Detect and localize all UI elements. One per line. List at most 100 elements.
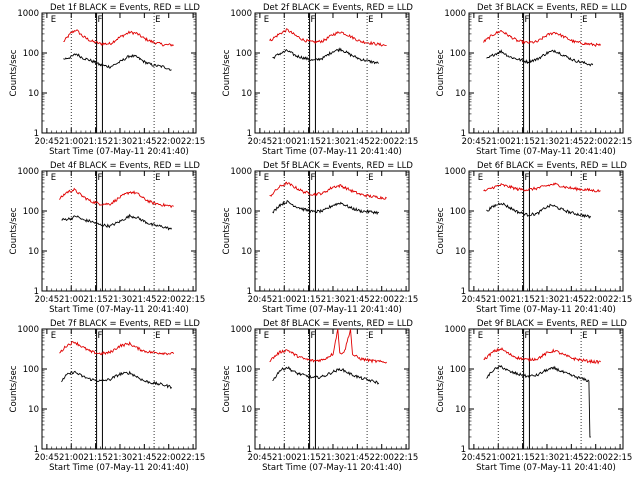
x-tick-label: 22:00 bbox=[156, 137, 181, 147]
y-tick-label: 1 bbox=[461, 287, 466, 297]
events-series-line bbox=[486, 365, 591, 438]
y-tick-label: 1 bbox=[247, 129, 252, 139]
panel-title: Det 6f BLACK = Events, RED = LLD bbox=[477, 161, 627, 171]
y-tick-label: 1 bbox=[247, 445, 252, 455]
marker-label-e: E bbox=[478, 331, 483, 341]
x-tick-label: 20:45 bbox=[35, 137, 60, 147]
panel-title: Det 4f BLACK = Events, RED = LLD bbox=[50, 161, 200, 171]
x-tick-label: 21:30 bbox=[321, 295, 346, 305]
x-axis-label: Start Time (07-May-11 20:41:40) bbox=[476, 305, 616, 315]
x-tick-label: 21:15 bbox=[83, 453, 108, 463]
y-tick-label: 10 bbox=[241, 89, 252, 99]
lld-series-line bbox=[59, 341, 174, 356]
x-tick-label: 21:45 bbox=[559, 295, 584, 305]
y-tick-label: 1000 bbox=[17, 9, 39, 19]
x-tick-label: 22:00 bbox=[583, 137, 608, 147]
x-tick-label: 20:45 bbox=[462, 137, 487, 147]
marker-label-e: E bbox=[478, 173, 483, 183]
x-tick-label: 22:00 bbox=[369, 295, 394, 305]
x-tick-label: 21:45 bbox=[345, 453, 370, 463]
events-series-line bbox=[272, 199, 380, 216]
plot-frame bbox=[468, 328, 624, 450]
x-tick-label: 22:15 bbox=[608, 295, 633, 305]
x-tick-label: 22:00 bbox=[156, 295, 181, 305]
marker-label-e: E bbox=[582, 331, 587, 341]
x-tick-label: 21:30 bbox=[108, 295, 133, 305]
y-tick-label: 1 bbox=[247, 287, 252, 297]
x-tick-label: 21:45 bbox=[345, 295, 370, 305]
events-series-line bbox=[272, 47, 380, 65]
x-tick-label: 21:15 bbox=[296, 453, 321, 463]
events-series-line bbox=[486, 49, 594, 67]
x-tick-label: 20:45 bbox=[248, 137, 273, 147]
x-axis-label: Start Time (07-May-11 20:41:40) bbox=[49, 463, 189, 473]
detector-panel-2: Det 2f BLACK = Events, RED = LLD 1 10 100 10… bbox=[222, 3, 418, 157]
x-tick-label: 22:15 bbox=[181, 137, 206, 147]
x-tick-label: 21:00 bbox=[486, 137, 511, 147]
x-tick-label: 22:15 bbox=[608, 137, 633, 147]
y-axis-label: Counts/sec bbox=[436, 207, 446, 254]
x-tick-label: 21:00 bbox=[486, 453, 511, 463]
y-tick-label: 1 bbox=[34, 445, 39, 455]
detector-panel-8: Det 8f BLACK = Events, RED = LLD 1 10 100 10… bbox=[222, 319, 418, 473]
y-tick-label: 1000 bbox=[230, 9, 252, 19]
y-axis-label: Counts/sec bbox=[222, 207, 232, 254]
x-tick-label: 21:45 bbox=[559, 453, 584, 463]
x-axis-label: Start Time (07-May-11 20:41:40) bbox=[476, 147, 616, 157]
y-tick-label: 1 bbox=[34, 287, 39, 297]
detector-panel-3: Det 3f BLACK = Events, RED = LLD 1 10 100 10… bbox=[436, 3, 632, 157]
y-tick-label: 10 bbox=[28, 247, 39, 257]
x-tick-label: 21:30 bbox=[535, 137, 560, 147]
x-tick-label: 21:45 bbox=[345, 137, 370, 147]
plot-frame bbox=[254, 328, 410, 450]
detector-panel-9: Det 9f BLACK = Events, RED = LLD 1 10 100 10… bbox=[436, 319, 632, 473]
x-tick-label: 21:45 bbox=[132, 137, 157, 147]
x-tick-label: 20:45 bbox=[35, 295, 60, 305]
y-tick-label: 10 bbox=[28, 405, 39, 415]
x-tick-label: 22:00 bbox=[156, 453, 181, 463]
marker-label-e: E bbox=[155, 15, 160, 25]
detector-panel-4: Det 4f BLACK = Events, RED = LLD 1 10 100 10… bbox=[9, 161, 205, 315]
x-tick-label: 22:00 bbox=[583, 295, 608, 305]
y-tick-label: 100 bbox=[23, 207, 39, 217]
y-tick-label: 1 bbox=[461, 445, 466, 455]
y-tick-label: 10 bbox=[28, 89, 39, 99]
x-axis-label: Start Time (07-May-11 20:41:40) bbox=[49, 147, 189, 157]
x-tick-label: 21:15 bbox=[296, 295, 321, 305]
x-tick-label: 21:15 bbox=[83, 137, 108, 147]
plot-frame bbox=[468, 170, 624, 292]
detector-panel-1: Det 1f BLACK = Events, RED = LLD 1 10 100 10… bbox=[9, 3, 205, 157]
events-series-line bbox=[272, 366, 380, 385]
x-tick-label: 21:30 bbox=[535, 295, 560, 305]
x-tick-label: 21:15 bbox=[296, 137, 321, 147]
x-tick-label: 21:00 bbox=[59, 137, 84, 147]
x-tick-label: 21:45 bbox=[132, 453, 157, 463]
marker-label-f: F bbox=[98, 331, 103, 341]
y-tick-label: 1000 bbox=[230, 325, 252, 335]
x-axis-label: Start Time (07-May-11 20:41:40) bbox=[262, 147, 402, 157]
x-axis-label: Start Time (07-May-11 20:41:40) bbox=[262, 463, 402, 473]
x-tick-label: 22:15 bbox=[394, 137, 419, 147]
lld-series-line bbox=[483, 29, 601, 47]
events-series-line bbox=[63, 53, 172, 71]
x-tick-label: 20:45 bbox=[35, 453, 60, 463]
marker-label-e: E bbox=[368, 173, 373, 183]
marker-label-e: E bbox=[51, 331, 56, 341]
marker-label-f: F bbox=[525, 331, 530, 341]
marker-label-e: E bbox=[478, 15, 483, 25]
lld-series-line bbox=[269, 181, 387, 200]
x-axis-label: Start Time (07-May-11 20:41:40) bbox=[476, 463, 616, 473]
marker-label-f: F bbox=[311, 331, 316, 341]
x-tick-label: 22:15 bbox=[394, 295, 419, 305]
detector-panel-5: Det 5f BLACK = Events, RED = LLD 1 10 100 10… bbox=[222, 161, 418, 315]
plot-frame bbox=[41, 328, 197, 450]
y-tick-label: 1000 bbox=[230, 167, 252, 177]
y-tick-label: 100 bbox=[450, 365, 466, 375]
y-tick-label: 10 bbox=[241, 405, 252, 415]
panel-title: Det 3f BLACK = Events, RED = LLD bbox=[477, 3, 627, 13]
x-tick-label: 20:45 bbox=[248, 453, 273, 463]
x-tick-label: 21:00 bbox=[272, 453, 297, 463]
x-tick-label: 21:45 bbox=[132, 295, 157, 305]
y-axis-label: Counts/sec bbox=[436, 365, 446, 412]
